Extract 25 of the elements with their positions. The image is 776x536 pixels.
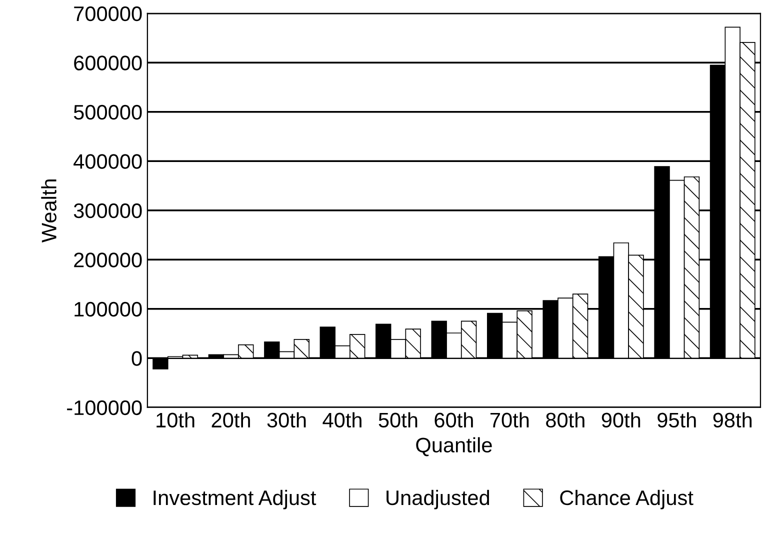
- x-tick-label: 40th: [322, 412, 362, 428]
- y-tick-label: 300000: [74, 203, 142, 218]
- x-tick-label: 95th: [658, 412, 696, 428]
- legend-label: Investment Adjust: [154, 490, 316, 510]
- legend-label: Unadjusted: [386, 490, 490, 510]
- y-tick-label: 400000: [74, 154, 142, 169]
- y-tick-label: 200000: [74, 252, 142, 268]
- x-tick-label: 70th: [490, 412, 529, 428]
- x-tick-label: 80th: [546, 412, 584, 428]
- y-tick-label: 0: [132, 351, 142, 366]
- x-tick-label: 90th: [602, 412, 640, 428]
- legend-label: Chance Adjust: [560, 490, 694, 510]
- x-tick-label: 20th: [212, 412, 250, 428]
- x-axis-title: Quantile: [416, 437, 492, 456]
- y-tick-label: 100000: [74, 302, 142, 317]
- y-tick-label: 500000: [74, 104, 142, 120]
- y-axis-title: Wealth: [41, 179, 56, 243]
- x-tick-label: 30th: [267, 412, 306, 428]
- x-tick-label: 50th: [378, 412, 418, 428]
- x-tick-label: 98th: [713, 412, 752, 428]
- y-tick-label: 600000: [74, 56, 142, 70]
- x-tick-label: 10th: [156, 412, 194, 428]
- y-tick-label: 700000: [74, 6, 142, 22]
- x-tick-label: 60th: [434, 412, 473, 428]
- y-tick-label: -100000: [67, 400, 142, 416]
